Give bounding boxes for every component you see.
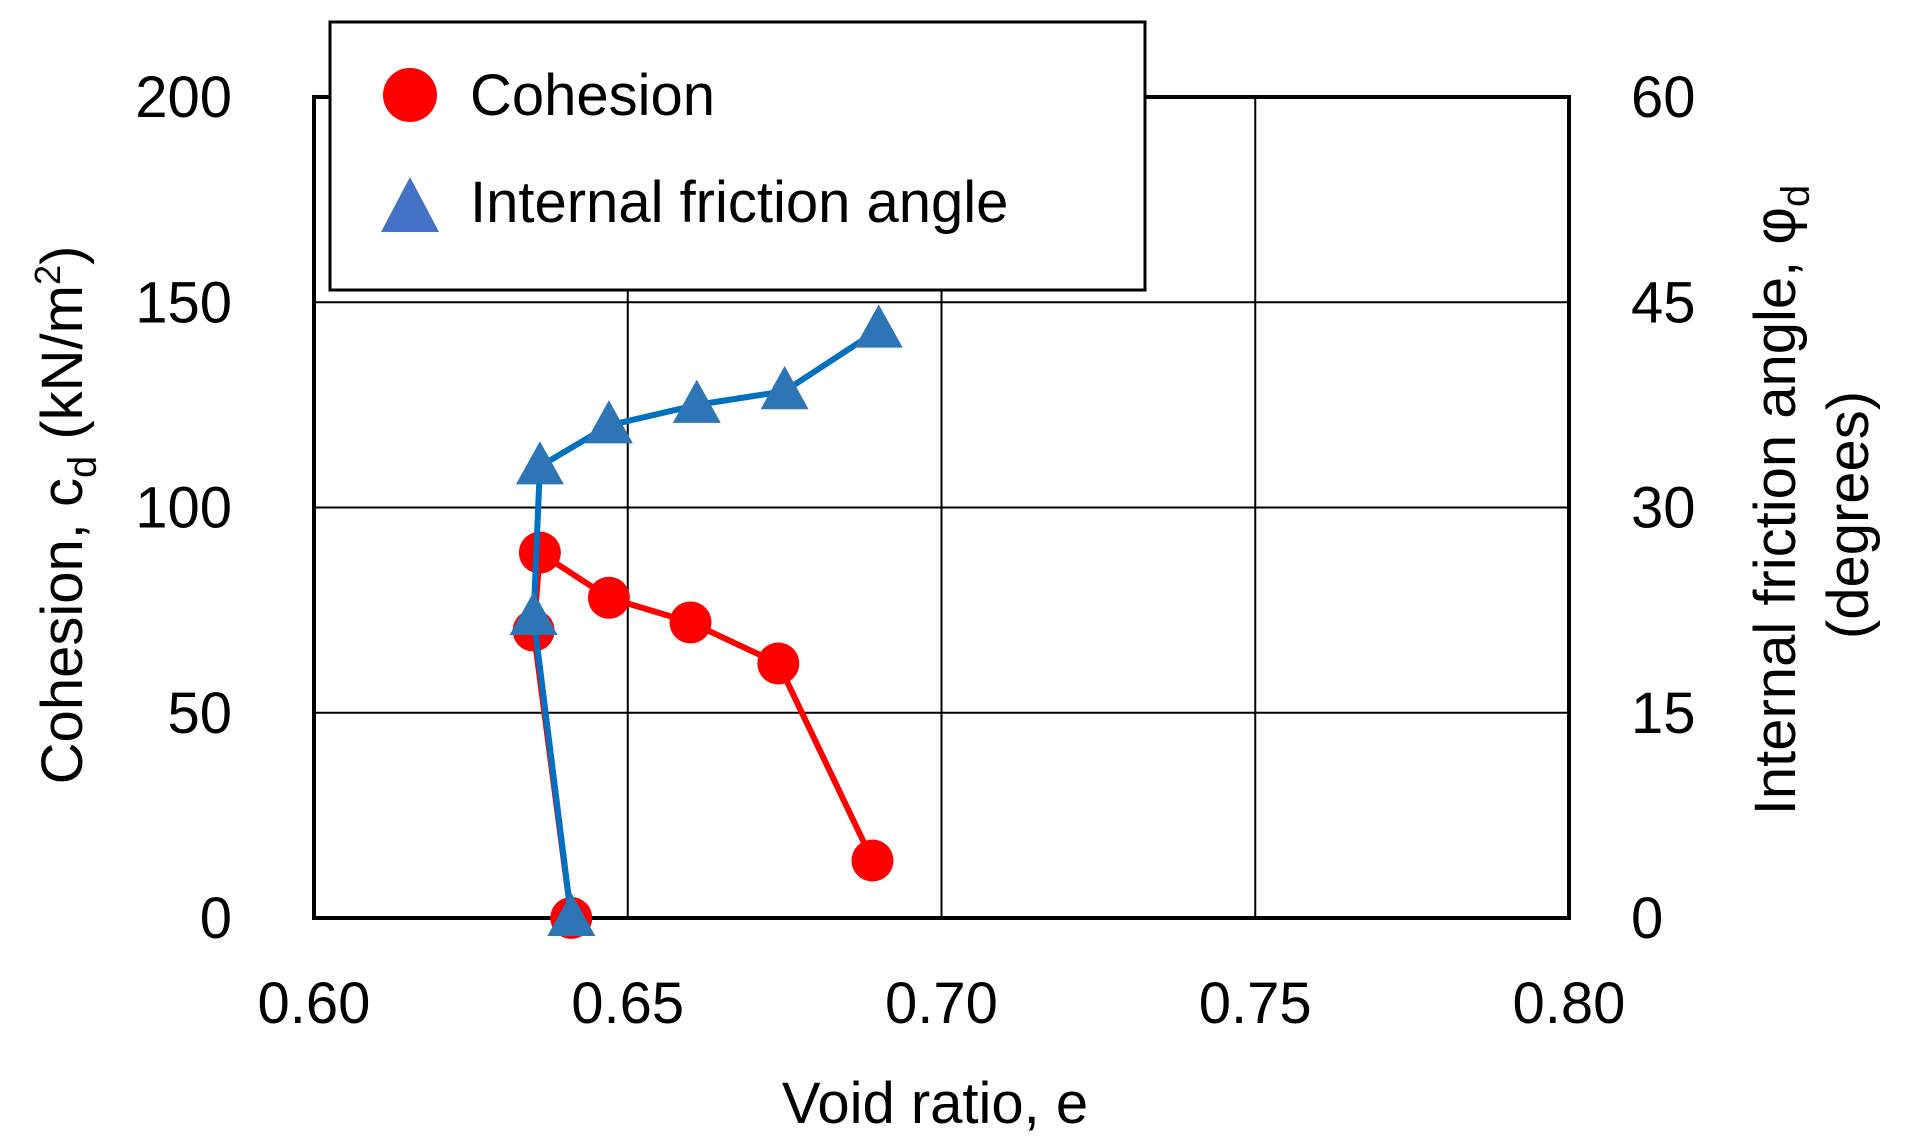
legend-cohesion-marker [383,68,437,122]
x-axis-ticks: 0.60 0.65 0.70 0.75 0.80 [258,971,1626,1036]
y2-tick-label: 15 [1631,681,1696,746]
legend-cohesion-label: Cohesion [470,63,715,128]
y2-tick-label: 45 [1631,270,1696,335]
x-tick-label: 0.70 [885,971,998,1036]
data-point [509,591,558,635]
left-axis-ticks: 0 50 100 150 200 [135,65,232,951]
y2-axis-title-sub: d [1774,185,1818,207]
y2-tick-label: 60 [1631,65,1696,130]
y-tick-label: 200 [135,65,232,130]
legend-friction-label: Internal friction angle [470,170,1008,235]
y-tick-label: 150 [135,270,232,335]
y-axis-title-unit-close: ) [30,246,95,265]
right-axis-ticks: 0 15 30 45 60 [1631,65,1696,951]
x-tick-label: 0.65 [571,971,684,1036]
y2-tick-label: 30 [1631,476,1696,541]
x-tick-label: 0.60 [258,971,371,1036]
data-point [760,366,809,410]
y-axis-title-main: Cohesion, c [30,478,95,784]
y2-axis-title-line1: Internal friction angle, φd [1743,185,1818,816]
series-layer [509,304,903,939]
x-tick-label: 0.75 [1199,971,1312,1036]
legend-box [328,20,1147,292]
y-axis-title-sub: d [61,456,105,478]
x-axis-title: Void ratio, e [782,1071,1088,1136]
series-internal-friction-angle [509,304,903,936]
x-tick-label: 0.80 [1513,971,1626,1036]
y2-axis-title-line2: (degrees) [1816,391,1881,639]
data-point [515,441,564,485]
y-axis-title-unit-sup: 2 [27,265,68,285]
y-axis-title: Cohesion, cd (kN/m2) [27,246,105,785]
y2-axis-title-main: Internal friction angle, [1743,245,1808,816]
legend-friction-marker [381,177,439,232]
data-point [854,304,903,348]
y-tick-label: 100 [135,476,232,541]
y2-axis-title-symbol: φ [1743,207,1808,245]
data-point [518,531,561,574]
data-point [757,642,800,685]
y-tick-label: 0 [200,886,232,951]
y2-tick-label: 0 [1631,886,1663,951]
data-point [584,400,633,444]
data-point [672,379,721,423]
data-point [669,601,712,644]
y-tick-label: 50 [167,681,232,746]
legend: Cohesion Internal friction angle [328,20,1147,292]
data-point [587,576,630,619]
y-axis-title-unit-open: (kN/m [30,285,95,456]
data-point [547,892,596,936]
data-point [851,839,894,882]
